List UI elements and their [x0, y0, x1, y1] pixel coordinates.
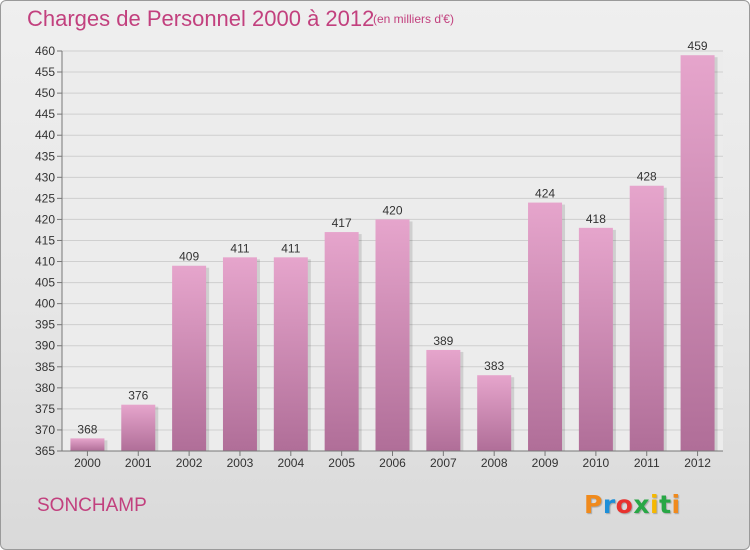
logo-letter: i [650, 490, 660, 519]
y-tick-label: 450 [35, 86, 55, 100]
y-tick-label: 400 [35, 297, 55, 311]
x-tick-label: 2005 [328, 456, 355, 470]
x-tick-label: 2007 [430, 456, 457, 470]
x-tick-label: 2003 [227, 456, 254, 470]
logo-letter: i [671, 490, 681, 519]
y-tick-label: 375 [35, 402, 55, 416]
value-label: 411 [281, 241, 300, 255]
value-label: 428 [637, 170, 657, 184]
value-label: 424 [535, 187, 555, 201]
x-tick-label: 2001 [125, 456, 152, 470]
y-tick-label: 370 [35, 423, 55, 437]
proxiti-logo: Proxiti [584, 490, 681, 519]
x-tick-label: 2011 [634, 456, 660, 470]
y-tick-label: 410 [35, 255, 55, 269]
x-tick-label: 2006 [379, 456, 406, 470]
x-tick-label: 2000 [74, 456, 101, 470]
x-axis: 2000 2001 2002 2003 2004 2005 2006 2007 2008 2009… [62, 450, 723, 470]
bar-2007 [426, 349, 461, 451]
bar-2001 [121, 404, 156, 451]
bar-2005 [324, 232, 359, 451]
bar-2003 [222, 257, 257, 451]
value-label: 411 [230, 241, 249, 255]
bar-2010 [578, 227, 613, 451]
y-tick-label: 435 [35, 149, 55, 163]
x-tick-label: 2010 [583, 456, 610, 470]
x-tick-label: 2009 [532, 456, 559, 470]
x-tick-label: 2012 [684, 456, 711, 470]
chart-title: Charges de Personnel 2000 à 2012 [27, 6, 375, 31]
bar-2008 [477, 375, 512, 451]
bar-2009 [528, 202, 563, 451]
y-tick-label: 390 [35, 339, 55, 353]
value-label: 420 [382, 203, 402, 217]
y-tick-label: 440 [35, 128, 55, 142]
y-tick-label: 420 [35, 212, 55, 226]
y-tick-label: 445 [35, 107, 55, 121]
value-label: 417 [332, 216, 352, 230]
value-label: 409 [179, 250, 199, 264]
logo-letter: t [659, 490, 672, 519]
bar-2006 [375, 219, 410, 451]
y-tick-label: 425 [35, 191, 55, 205]
y-tick-label: 460 [35, 44, 55, 58]
y-tick-label: 395 [35, 318, 55, 332]
value-label: 376 [128, 389, 148, 403]
bar-2012 [680, 55, 715, 452]
bar-2002 [172, 265, 207, 451]
logo-letter: o [615, 490, 634, 519]
x-tick-label: 2004 [277, 456, 304, 470]
logo-letter: r [602, 490, 616, 519]
y-tick-label: 405 [35, 276, 55, 290]
x-tick-label: 2008 [481, 456, 508, 470]
bar-2000 [70, 438, 105, 451]
y-tick-label: 380 [35, 381, 55, 395]
bar-2011 [629, 185, 664, 451]
bars [70, 55, 718, 452]
y-tick-label: 385 [35, 360, 55, 374]
value-label: 418 [586, 212, 606, 226]
x-tick-label: 2002 [176, 456, 203, 470]
logo-letter: x [633, 490, 650, 519]
y-tick-label: 455 [35, 65, 55, 79]
value-labels: 368 376 409 411 411 417 420 389 383 424 418 428 459 [77, 39, 708, 436]
logo-letter: P [584, 490, 603, 519]
y-tick-label: 430 [35, 170, 55, 184]
value-label: 459 [688, 39, 708, 53]
y-tick-label: 415 [35, 233, 55, 247]
value-label: 368 [77, 422, 97, 436]
value-label: 383 [484, 359, 504, 373]
chart-subtitle: (en milliers d'€) [373, 12, 454, 26]
commune-name: SONCHAMP [37, 495, 147, 516]
bar-2004 [273, 257, 308, 451]
value-label: 389 [433, 334, 453, 348]
y-axis: 365 370 375 380 385 390 395 400 405 410 415 420 425 4… [35, 44, 63, 458]
y-tick-label: 365 [35, 444, 55, 458]
